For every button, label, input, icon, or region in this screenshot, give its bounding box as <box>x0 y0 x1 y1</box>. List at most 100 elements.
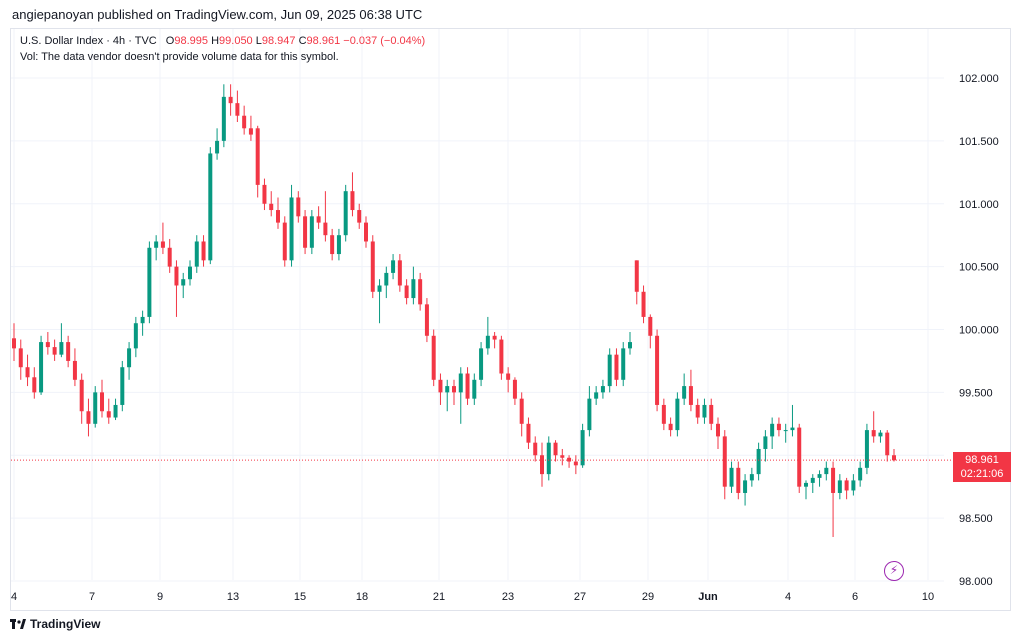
candle <box>512 377 517 405</box>
candle <box>364 216 368 248</box>
candle <box>160 222 165 255</box>
candle <box>221 84 226 148</box>
candle <box>323 191 328 242</box>
candle <box>120 360 125 412</box>
price-tick-label: 100.500 <box>959 262 999 274</box>
candle <box>445 379 450 412</box>
candle <box>655 329 660 412</box>
time-tick-label: 9 <box>157 591 163 603</box>
candle <box>804 480 808 500</box>
candle <box>188 260 192 286</box>
time-tick-label: 6 <box>852 591 858 603</box>
candle <box>404 279 409 305</box>
candle <box>174 260 179 317</box>
chart-panel[interactable] <box>10 28 1011 611</box>
candle <box>458 367 463 424</box>
candle <box>357 203 362 229</box>
price-tick-label: 101.500 <box>959 136 999 148</box>
price-tick-label: 100.000 <box>959 325 999 337</box>
high-value: 99.050 <box>219 35 253 47</box>
candle <box>844 477 849 500</box>
candle <box>452 379 456 405</box>
candle <box>716 417 720 449</box>
candle <box>242 105 247 135</box>
candle <box>93 386 98 428</box>
candle <box>235 90 240 123</box>
candle <box>147 241 152 324</box>
candle <box>580 423 585 468</box>
time-tick-label: 13 <box>227 591 239 603</box>
footer-brand[interactable]: TradingView <box>10 617 100 631</box>
volume-note: Vol: The data vendor doesn't provide vol… <box>20 51 339 63</box>
candle <box>553 440 558 462</box>
grid-lines <box>11 29 944 582</box>
candle <box>438 373 443 405</box>
candle <box>743 474 748 506</box>
candle <box>526 417 531 449</box>
candle <box>86 398 91 437</box>
candle <box>59 323 64 358</box>
tradingview-logo-icon <box>10 618 26 629</box>
time-tick-label: 15 <box>294 591 306 603</box>
time-tick-label: 21 <box>433 591 445 603</box>
time-tick-label: 10 <box>922 591 934 603</box>
candle <box>282 216 287 267</box>
close-value: 98.961 <box>306 35 341 47</box>
candle <box>892 448 896 462</box>
open-value: 98.995 <box>174 35 209 47</box>
candle <box>756 442 761 481</box>
candle <box>397 254 402 292</box>
last-price-value: 98.961 <box>965 454 999 466</box>
candle <box>675 392 680 437</box>
candle <box>350 172 355 217</box>
candle <box>837 474 842 500</box>
candle <box>824 461 829 481</box>
candle <box>499 335 504 380</box>
candle <box>12 323 16 361</box>
candle <box>770 417 775 449</box>
lightning-icon[interactable]: ⚡ <box>884 561 904 581</box>
time-axis: 4 7 9 13 15 18 21 23 27 29 Jun 4 6 10 <box>11 591 934 603</box>
candle <box>100 379 104 418</box>
candle <box>269 191 274 217</box>
candle <box>39 335 44 395</box>
candle <box>140 310 145 336</box>
candle <box>533 436 538 462</box>
candle <box>763 430 768 462</box>
open-label: O <box>165 35 175 47</box>
candle <box>722 430 727 500</box>
candle <box>519 392 524 437</box>
time-tick-label: 27 <box>574 591 586 603</box>
candle <box>709 398 714 431</box>
candle <box>303 210 308 255</box>
candle <box>864 423 869 475</box>
candle <box>411 266 416 305</box>
candle <box>289 184 294 267</box>
candle <box>729 461 734 493</box>
candle <box>668 417 673 437</box>
candle <box>208 147 213 265</box>
candle <box>851 474 856 496</box>
candle <box>614 348 619 387</box>
candle <box>594 386 599 405</box>
candle <box>201 235 206 267</box>
candle <box>248 115 253 141</box>
price-tick-label: 99.500 <box>959 387 993 399</box>
candle <box>682 373 687 405</box>
price-tick-label: 102.000 <box>959 73 999 85</box>
price-axis: 102.000 101.500 101.000 100.500 100.000 99.50… <box>959 73 999 588</box>
candle <box>797 423 802 493</box>
candle <box>749 467 754 487</box>
candle <box>506 367 511 393</box>
candle <box>384 266 389 299</box>
change-value: −0.037 (−0.04%) <box>343 35 426 47</box>
candle <box>418 272 423 311</box>
candle <box>106 398 111 424</box>
candle <box>688 369 693 412</box>
candle <box>32 367 37 399</box>
last-price-tag: 98.961 02:21:06 <box>953 452 1011 482</box>
candle <box>628 332 632 355</box>
publisher-line: angiepanoyan published on TradingView.co… <box>12 7 423 22</box>
candle <box>465 367 470 405</box>
